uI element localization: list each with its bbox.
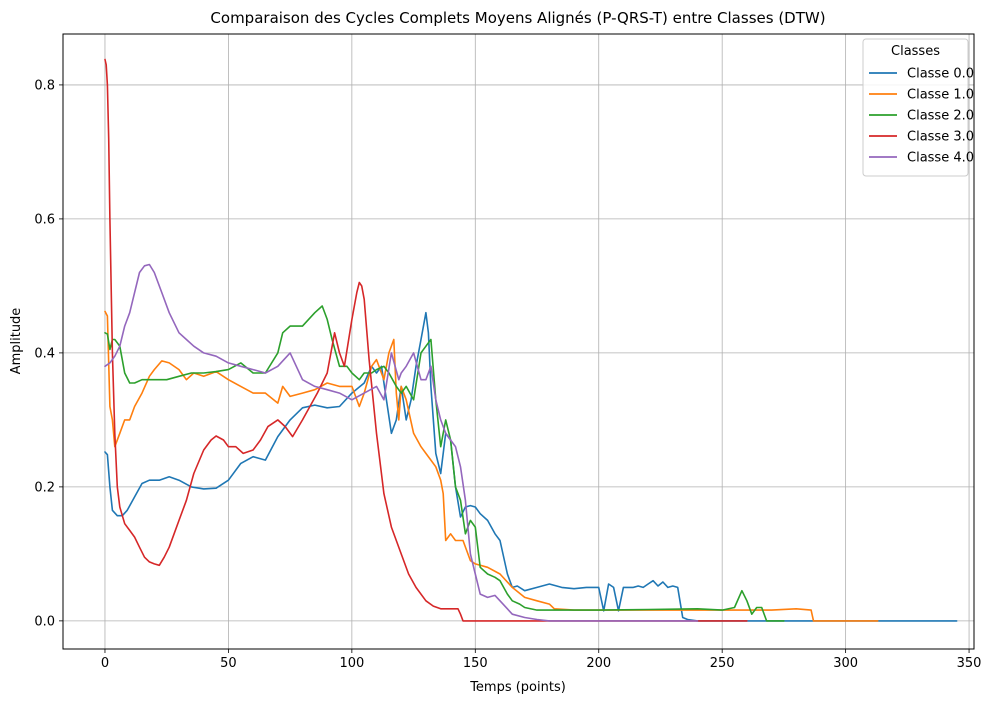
series-line-classe-3-0	[104, 58, 748, 622]
y-tick-label: 0.4	[34, 346, 55, 361]
legend-label: Classe 1.0	[907, 88, 974, 103]
grid	[63, 34, 974, 649]
series-line-classe-0-0	[104, 311, 958, 622]
chart-title: Comparaison des Cycles Complets Moyens A…	[210, 9, 825, 27]
x-tick-label: 0	[101, 656, 109, 671]
y-tick-label: 0.8	[34, 78, 55, 93]
x-tick-label: 100	[339, 656, 364, 671]
x-tick-label: 350	[957, 656, 982, 671]
y-tick-label: 0.6	[34, 212, 55, 227]
y-tick-label: 0.2	[34, 480, 55, 495]
x-tick-label: 300	[833, 656, 858, 671]
y-axis-label: Amplitude	[9, 308, 24, 375]
legend-label: Classe 0.0	[907, 67, 974, 82]
y-tick-label: 0.0	[34, 614, 55, 629]
series-line-classe-4-0	[104, 263, 699, 622]
series-layer	[104, 58, 958, 622]
legend-label: Classe 4.0	[907, 151, 974, 166]
legend-label: Classe 2.0	[907, 109, 974, 124]
x-tick-label: 250	[710, 656, 735, 671]
legend-items: Classe 0.0 Classe 1.0 Classe 2.0 Classe 3.0…	[869, 67, 974, 166]
legend-title: Classes	[891, 44, 940, 59]
x-tick-label: 150	[463, 656, 488, 671]
x-tick-label: 50	[220, 656, 237, 671]
series-line-classe-1-0	[104, 310, 879, 622]
x-axis-ticks: 0 50 100 150 200 250 300 350	[101, 649, 982, 671]
x-tick-label: 200	[586, 656, 611, 671]
legend-label: Classe 3.0	[907, 130, 974, 145]
x-axis-label: Temps (points)	[469, 680, 566, 695]
plot-frame	[62, 33, 975, 650]
y-axis-ticks: 0.0 0.2 0.4 0.6 0.8	[34, 78, 63, 629]
series-line-classe-2-0	[104, 305, 785, 622]
